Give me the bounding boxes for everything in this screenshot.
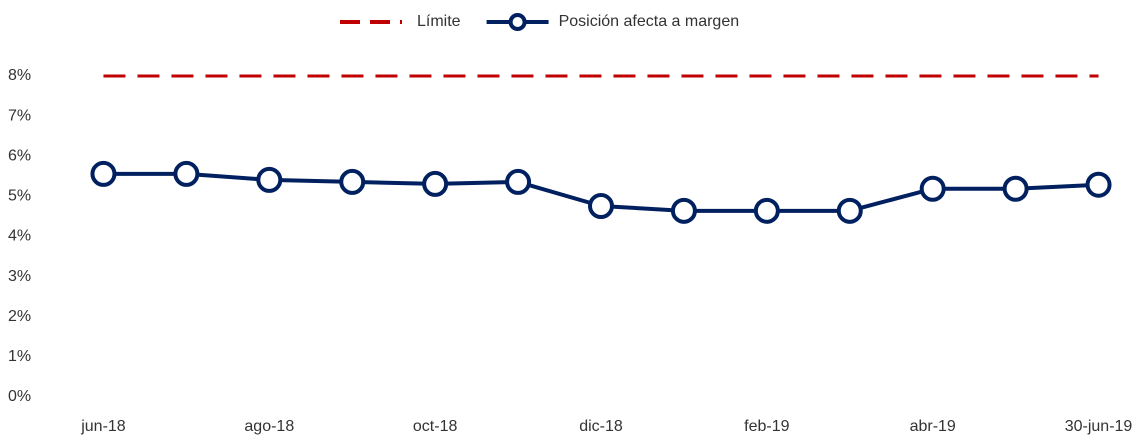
x-tick-label: ago-18 [244,418,294,435]
x-tick-label: oct-18 [413,418,458,435]
legend-label: Posición afecta a margen [559,13,740,30]
marker [919,175,946,202]
legend-label: Límite [417,13,461,30]
marker [1002,175,1029,202]
marker [836,197,863,224]
marker [670,197,697,224]
marker [90,160,117,187]
x-tick-label: jun-18 [80,418,126,435]
x-tick-label: 30-jun-19 [1065,418,1133,435]
marker [256,166,283,193]
y-tick-label: 0% [8,388,31,405]
y-tick-label: 5% [8,188,31,205]
marker [422,170,449,197]
y-tick-label: 3% [8,268,31,285]
marker [505,168,532,195]
marker [339,168,366,195]
y-tick-label: 8% [8,67,31,84]
legend-marker [508,13,527,31]
y-tick-label: 4% [8,228,31,245]
y-tick-label: 6% [8,147,31,164]
y-tick-label: 2% [8,308,31,325]
marker [173,160,200,187]
x-tick-label: abr-19 [910,418,956,435]
marker [1085,171,1112,198]
y-tick-label: 1% [8,348,31,365]
marker [588,193,614,220]
marker [753,197,780,224]
x-tick-label: dic-18 [579,418,623,435]
y-tick-label: 7% [8,107,31,124]
x-tick-label: feb-19 [744,418,789,435]
